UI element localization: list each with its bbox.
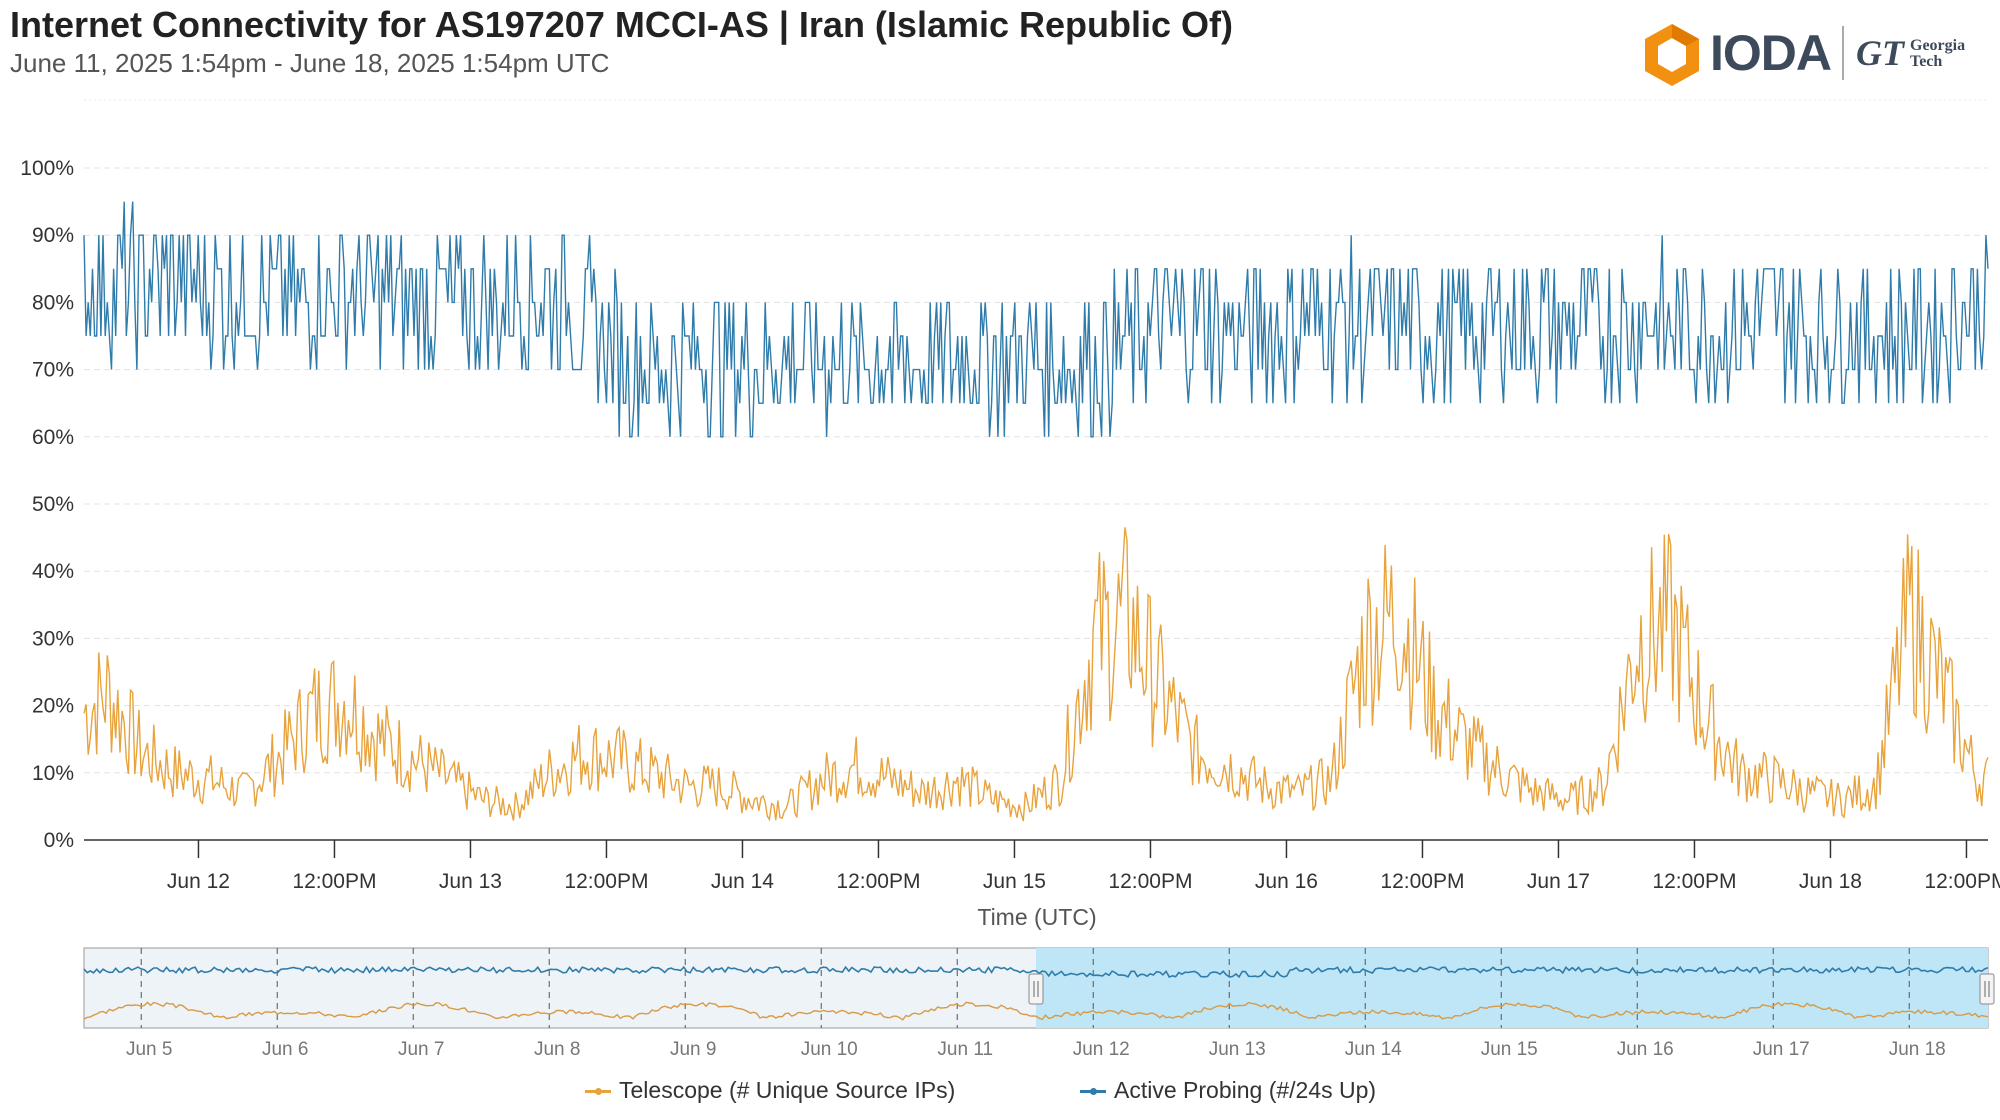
navigator-label: Jun 10 [801, 1039, 858, 1060]
x-tick-label: Jun 15 [983, 870, 1046, 893]
connectivity-chart[interactable]: 0% 10% 20% 30% 40% 50% 60% 70% 80% 90% 100% Jun 12 1… [0, 0, 2000, 1070]
legend-item-telescope[interactable]: Telescope (# Unique Source IPs) [585, 1077, 955, 1104]
ioda-logo[interactable]: IODA GT Georgia Tech [1640, 20, 1990, 90]
navigator-selection [1036, 948, 1988, 1028]
gt-logo-line2: Tech [1910, 53, 1943, 70]
navigator-label: Jun 17 [1753, 1039, 1810, 1060]
y-tick-label: 30% [32, 627, 74, 650]
y-tick-label: 0% [44, 829, 74, 852]
ioda-hexagon-icon [1645, 24, 1699, 86]
legend-swatch-telescope [585, 1087, 611, 1095]
chart-series [83, 201, 1989, 822]
navigator-label: Jun 11 [937, 1039, 993, 1060]
legend-item-active-probing[interactable]: Active Probing (#/24s Up) [1080, 1077, 1376, 1104]
gt-logo-mark: GT [1856, 33, 1904, 73]
x-tick-label: 12:00PM [564, 870, 648, 893]
x-tick-label: 12:00PM [1652, 870, 1736, 893]
gt-logo-text: Georgia Tech [1910, 38, 1965, 70]
x-tick-label: Jun 17 [1527, 870, 1590, 893]
chart-title: Internet Connectivity for AS197207 MCCI-… [10, 4, 1233, 45]
x-tick-label: Jun 12 [167, 870, 230, 893]
navigator-label: Jun 6 [262, 1039, 308, 1060]
y-tick-label: 100% [20, 157, 74, 180]
x-tick-label: Jun 16 [1255, 870, 1318, 893]
chart-axes: 0% 10% 20% 30% 40% 50% 60% 70% 80% 90% 100% Jun 12 1… [20, 157, 2000, 893]
x-tick-label: Jun 13 [439, 870, 502, 893]
navigator-label: Jun 9 [670, 1039, 716, 1060]
legend-label-telescope: Telescope (# Unique Source IPs) [619, 1077, 956, 1103]
x-tick-label: 12:00PM [836, 870, 920, 893]
navigator-line-telescope [83, 1001, 1989, 1021]
y-tick-label: 40% [32, 560, 74, 583]
navigator-label: Jun 16 [1617, 1039, 1674, 1060]
y-tick-label: 20% [32, 695, 74, 718]
series-line-telescope [83, 527, 1989, 822]
x-tick-label: 12:00PM [1380, 870, 1464, 893]
navigator-label: Jun 7 [398, 1039, 444, 1060]
x-tick-label: Jun 14 [711, 870, 774, 893]
y-tick-label: 50% [32, 493, 74, 516]
legend-label-active-probing: Active Probing (#/24s Up) [1114, 1077, 1377, 1103]
logo-divider [1842, 26, 1844, 80]
navigator-handle-left[interactable] [1028, 973, 1044, 1005]
y-tick-label: 80% [32, 291, 74, 314]
y-tick-label: 10% [32, 762, 74, 785]
navigator-label: Jun 13 [1209, 1039, 1266, 1060]
navigator-label: Jun 18 [1889, 1039, 1946, 1060]
legend-swatch-active-probing [1080, 1087, 1106, 1095]
navigator-label: Jun 14 [1345, 1039, 1402, 1060]
logo-text: IODA [1710, 25, 1832, 81]
y-tick-label: 70% [32, 359, 74, 382]
navigator-handle-right[interactable] [1979, 973, 1995, 1005]
chart-grid [84, 99, 1988, 774]
navigator-label: Jun 15 [1481, 1039, 1538, 1060]
x-tick-label: 12:00PM [292, 870, 376, 893]
y-tick-label: 90% [32, 224, 74, 247]
navigator-label: Jun 12 [1073, 1039, 1130, 1060]
x-axis-title: Time (UTC) [977, 904, 1096, 930]
x-tick-label: 12:00PM [1108, 870, 1192, 893]
x-tick-label: 12:00PM [1924, 870, 2000, 893]
navigator-label: Jun 5 [126, 1039, 172, 1060]
navigator-label: Jun 8 [534, 1039, 580, 1060]
chart-subtitle: June 11, 2025 1:54pm - June 18, 2025 1:5… [10, 48, 610, 78]
navigator[interactable]: Jun 5 Jun 6 Jun 7 Jun 8 Jun 9 Jun 10 Jun 11 Jun… [83, 947, 1995, 1060]
x-tick-label: Jun 18 [1799, 870, 1862, 893]
series-line-active-probing [83, 201, 1989, 438]
navigator-line-active-probing [83, 965, 1989, 979]
gt-logo-line1: Georgia [1910, 37, 1966, 54]
y-tick-label: 60% [32, 426, 74, 449]
